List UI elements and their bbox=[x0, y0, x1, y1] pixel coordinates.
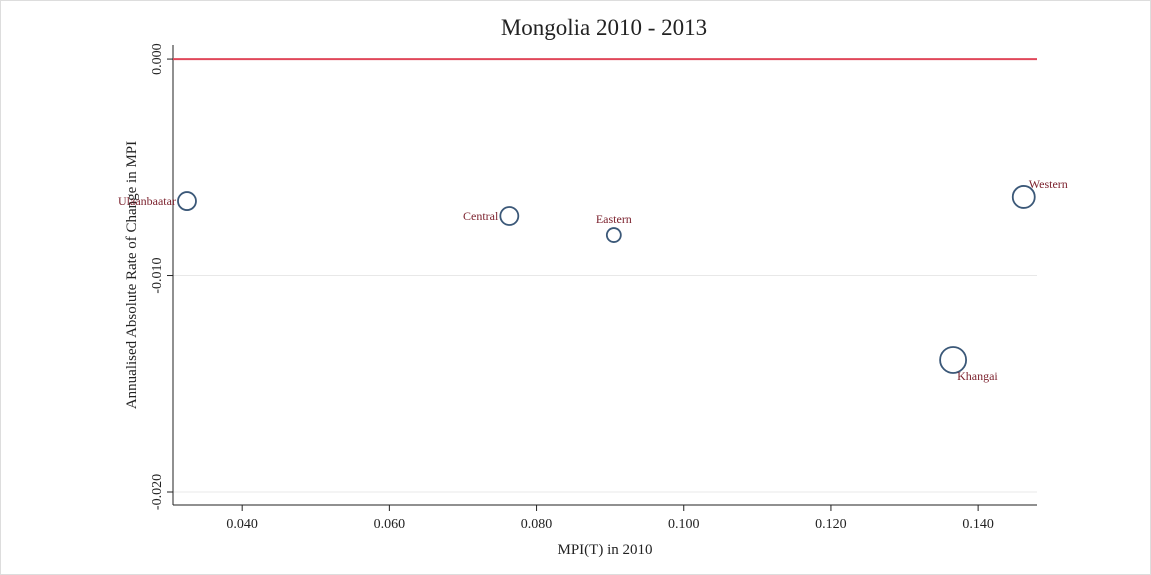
y-tick-label: -0.020 bbox=[150, 474, 165, 510]
bubble bbox=[177, 191, 197, 211]
x-tick-label: 0.040 bbox=[226, 517, 258, 532]
bubble bbox=[939, 346, 968, 374]
x-tick-label: 0.120 bbox=[815, 517, 847, 532]
x-tick-label: 0.140 bbox=[962, 517, 994, 532]
point-label: Khangai bbox=[957, 369, 998, 383]
point-label: Central bbox=[463, 209, 499, 223]
y-tick-label: 0.000 bbox=[150, 43, 165, 75]
point-label: Western bbox=[1029, 177, 1068, 191]
chart-title: Mongolia 2010 - 2013 bbox=[501, 15, 707, 40]
point-label: Eastern bbox=[596, 212, 632, 226]
bubble bbox=[1011, 185, 1036, 209]
bubble bbox=[605, 227, 622, 243]
x-tick-label: 0.060 bbox=[374, 517, 406, 532]
x-tick-label: 0.100 bbox=[668, 517, 700, 532]
x-tick-label: 0.080 bbox=[521, 517, 553, 532]
point-label: Ulaanbaatar bbox=[118, 194, 176, 208]
x-axis-title: MPI(T) in 2010 bbox=[558, 542, 653, 558]
bubble bbox=[499, 206, 520, 226]
y-axis-title: Annualised Absolute Rate of Change in MP… bbox=[124, 141, 140, 409]
y-tick-label: -0.010 bbox=[150, 257, 165, 293]
